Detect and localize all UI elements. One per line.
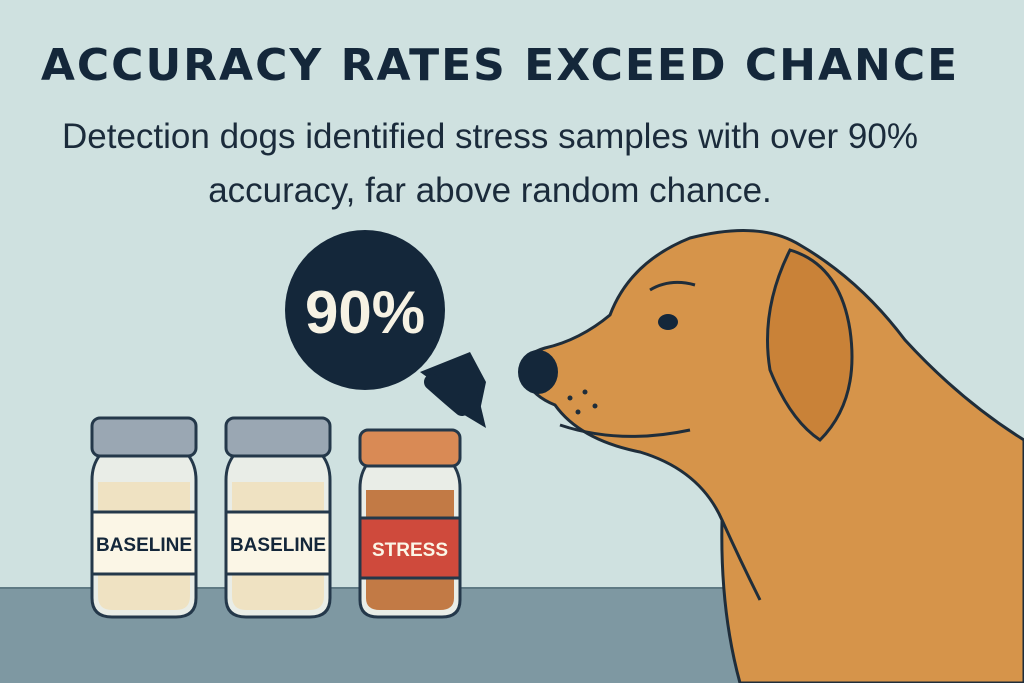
dog-eye (658, 314, 678, 330)
jar-label-text: BASELINE (96, 535, 192, 556)
jar-baseline-2: BASELINE (224, 416, 332, 619)
page-subtitle: Detection dogs identified stress samples… (62, 117, 918, 210)
page-title: ACCURACY RATES EXCEED CHANCE (40, 40, 960, 91)
jar-lid (90, 416, 198, 458)
jar-lid (358, 428, 462, 468)
dog-ear (766, 248, 854, 442)
callout-value: 90% (305, 279, 425, 346)
callout-bubble: 90% (285, 230, 486, 428)
dog (518, 229, 1024, 683)
jar-label-text: STRESS (372, 540, 448, 561)
dog-nose (518, 350, 558, 394)
jar-baseline-1: BASELINE (90, 416, 198, 619)
jar-label (358, 516, 462, 580)
jar-label-text: BASELINE (230, 535, 326, 556)
jar-label (224, 510, 332, 576)
jar-label (90, 510, 198, 576)
jar-lid (224, 416, 332, 458)
jar-stress: STRESS (358, 428, 462, 619)
